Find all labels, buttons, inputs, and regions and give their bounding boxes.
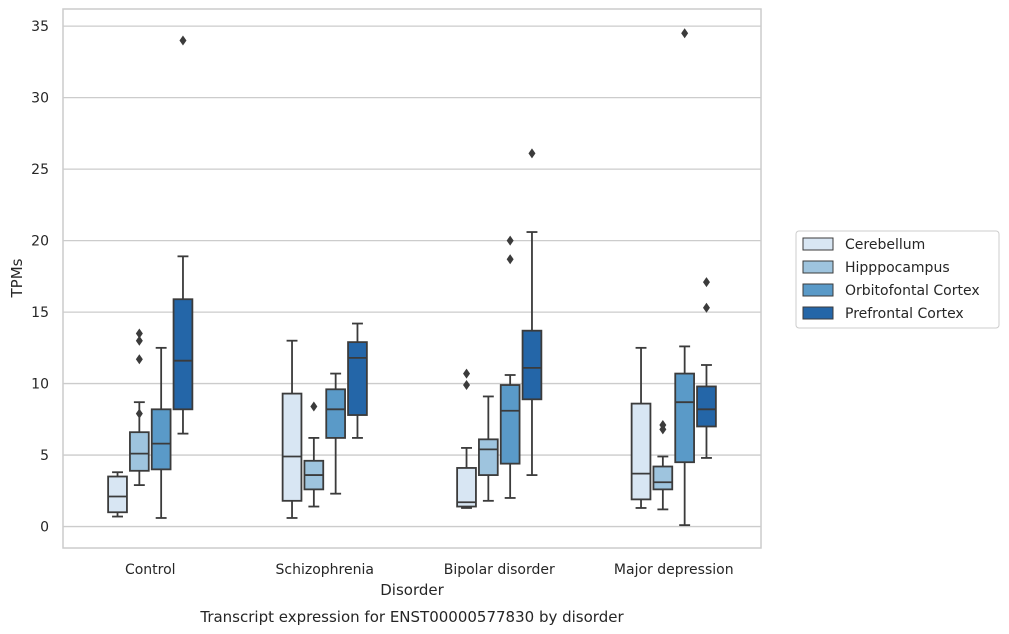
box-body	[347, 341, 368, 416]
box-0-2	[150, 346, 172, 519]
outlier-point	[702, 277, 710, 288]
box-1-1	[303, 401, 325, 508]
box-body	[150, 408, 172, 471]
box-1-3	[347, 322, 368, 439]
box-3-1	[652, 420, 674, 511]
box-body	[478, 438, 499, 476]
box-2-1	[478, 395, 499, 502]
x-tick-label-0: Control	[125, 562, 176, 578]
legend-frame	[795, 230, 1000, 329]
y-tick-label-0: 0	[40, 520, 49, 536]
box-0-1	[129, 328, 150, 486]
box-2-0	[456, 368, 477, 509]
x-tick-label-1: Schizophrenia	[276, 562, 374, 578]
box-body	[652, 465, 674, 491]
outlier-point	[681, 28, 689, 39]
x-tick-label-3: Major depression	[614, 562, 734, 578]
y-axis-label: TPMs	[8, 258, 26, 298]
y-tick-label-10: 10	[31, 377, 49, 393]
box-body	[630, 402, 652, 501]
box-body	[499, 384, 521, 465]
outlier-point	[310, 401, 318, 412]
box-body	[172, 298, 194, 411]
y-tick-label-25: 25	[31, 162, 49, 178]
outlier-point	[463, 380, 471, 391]
legend-swatch-1	[802, 260, 834, 274]
legend-swatch-3	[802, 306, 834, 320]
legend-swatch-2	[802, 283, 834, 297]
box-body	[521, 329, 543, 401]
legend-label-2: Orbitofontal Cortex	[845, 283, 980, 299]
legend-swatch-0	[802, 237, 834, 251]
box-2-2	[499, 235, 521, 499]
box-body	[129, 431, 150, 472]
outlier-point	[659, 420, 667, 431]
box-3-0	[630, 346, 652, 509]
box-body	[674, 372, 695, 464]
legend-label-0: Cerebellum	[845, 237, 925, 253]
y-tick-label-15: 15	[31, 305, 49, 321]
chart-caption: Transcript expression for ENST0000057783…	[199, 608, 624, 626]
outlier-point	[179, 35, 187, 46]
outlier-point	[506, 254, 514, 265]
outlier-point	[135, 335, 143, 346]
plot-frame	[62, 8, 762, 549]
box-2-3	[521, 148, 543, 476]
box-3-3	[696, 277, 717, 459]
box-body	[107, 475, 128, 514]
y-tick-label-35: 35	[31, 19, 49, 35]
box-body	[325, 388, 346, 439]
box-0-0	[107, 471, 128, 518]
legend-label-3: Prefrontal Cortex	[845, 306, 964, 322]
box-0-3	[172, 35, 194, 435]
outlier-point	[135, 354, 143, 365]
box-body	[696, 385, 717, 428]
y-tick-label-5: 5	[40, 448, 49, 464]
box-body	[456, 467, 477, 508]
box-3-2	[674, 28, 695, 527]
y-tick-label-20: 20	[31, 234, 49, 250]
outlier-point	[506, 235, 514, 246]
boxes	[107, 28, 717, 527]
x-tick-labels: Control Schizophrenia Bipolar disorder Majo…	[125, 562, 734, 578]
outlier-point	[463, 368, 471, 379]
legend-label-1: Hipppocampus	[845, 260, 950, 276]
legend: Cerebellum Hipppocampus Orbitofontal Corte…	[795, 230, 1000, 329]
box-body	[281, 392, 303, 502]
y-tick-label-30: 30	[31, 91, 49, 107]
outlier-point	[135, 328, 143, 339]
outlier-point	[528, 148, 536, 159]
outlier-point	[135, 408, 143, 419]
box-1-0	[281, 339, 303, 519]
box-1-2	[325, 372, 346, 495]
y-tick-labels: 0 5 10 15 20 25 30 35	[31, 19, 49, 535]
outlier-point	[702, 302, 710, 313]
x-tick-label-2: Bipolar disorder	[444, 562, 555, 578]
x-axis-label: Disorder	[380, 581, 444, 599]
